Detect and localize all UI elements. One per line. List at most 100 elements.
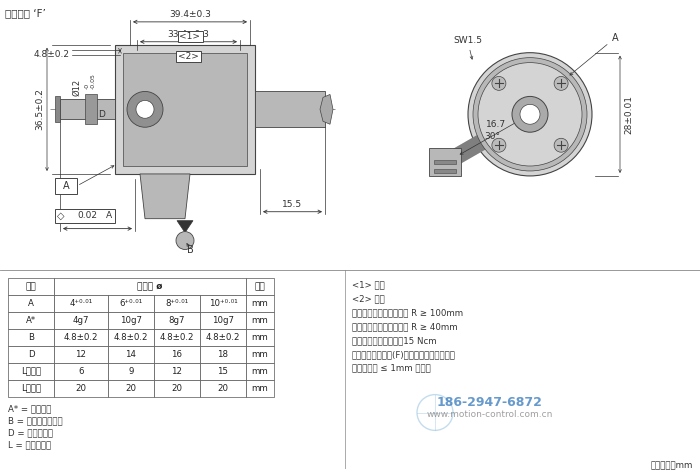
Text: 16: 16 <box>172 350 183 359</box>
Bar <box>200 329 246 346</box>
Text: B = 外壳和轴的间距: B = 外壳和轴的间距 <box>8 416 62 425</box>
Circle shape <box>512 96 548 132</box>
Text: 4.8±0.2: 4.8±0.2 <box>34 50 70 59</box>
Text: 6: 6 <box>78 367 84 376</box>
Text: 尺寸: 尺寸 <box>26 282 36 291</box>
Text: 8g7: 8g7 <box>169 316 186 325</box>
Bar <box>246 312 274 329</box>
Text: mm: mm <box>251 384 268 393</box>
Text: A*: A* <box>26 316 36 325</box>
Text: 6⁺⁰·⁰¹: 6⁺⁰·⁰¹ <box>120 299 143 308</box>
Text: B: B <box>28 333 34 342</box>
Text: 36.5±0.2: 36.5±0.2 <box>35 88 44 130</box>
Text: 14: 14 <box>125 350 136 359</box>
Text: L最小值: L最小值 <box>21 367 41 376</box>
Bar <box>246 278 274 295</box>
Text: L最大值: L最大值 <box>21 384 41 393</box>
Bar <box>8 363 54 379</box>
Text: 4.8±0.2: 4.8±0.2 <box>206 333 240 342</box>
Text: Ø12: Ø12 <box>73 79 81 96</box>
Text: A: A <box>28 299 34 308</box>
Text: 33.4±0.3: 33.4±0.3 <box>167 30 209 39</box>
Bar <box>154 329 200 346</box>
Text: 12: 12 <box>76 350 87 359</box>
Bar <box>8 379 54 396</box>
Bar <box>246 346 274 363</box>
Circle shape <box>554 76 568 90</box>
Bar <box>200 363 246 379</box>
Bar <box>55 178 77 194</box>
Text: 尺寸单位：mm: 尺寸单位：mm <box>650 461 693 470</box>
Text: 10g7: 10g7 <box>212 316 234 325</box>
Bar <box>8 312 54 329</box>
Bar <box>154 363 200 379</box>
Bar <box>434 169 456 173</box>
Bar <box>54 329 108 346</box>
Text: 定位螺钉的夹紧力矩：15 Ncm: 定位螺钉的夹紧力矩：15 Ncm <box>352 336 437 345</box>
Text: 15.5: 15.5 <box>282 200 302 209</box>
Text: www.motion-control.com.cn: www.motion-control.com.cn <box>427 410 553 419</box>
Circle shape <box>136 101 154 118</box>
Bar <box>154 312 200 329</box>
Text: 使用轴套弹簧帪片(F)的定位安装在有机械侧: 使用轴套弹簧帪片(F)的定位安装在有机械侧 <box>352 350 456 359</box>
Text: 39.4±0.3: 39.4±0.3 <box>169 10 211 19</box>
Bar <box>434 160 456 164</box>
Text: 12: 12 <box>172 367 183 376</box>
Text: 单位: 单位 <box>255 282 265 291</box>
Bar <box>154 295 200 312</box>
Bar <box>246 363 274 379</box>
Text: 4.8±0.2: 4.8±0.2 <box>64 333 98 342</box>
Text: 28±0.01: 28±0.01 <box>624 95 633 134</box>
Bar <box>60 100 115 119</box>
Text: A: A <box>63 181 69 191</box>
Text: ◇: ◇ <box>57 211 64 221</box>
Text: 186-2947-6872: 186-2947-6872 <box>437 396 543 409</box>
Text: 9: 9 <box>128 367 134 376</box>
Text: 30°: 30° <box>484 132 500 141</box>
Text: mm: mm <box>251 299 268 308</box>
Bar <box>108 329 154 346</box>
Circle shape <box>520 104 540 124</box>
Text: D: D <box>28 350 34 359</box>
Bar <box>8 346 54 363</box>
Bar <box>246 379 274 396</box>
Text: D = 夹紧环直径: D = 夹紧环直径 <box>8 429 53 438</box>
Circle shape <box>127 92 163 127</box>
Bar <box>108 295 154 312</box>
Bar <box>8 329 54 346</box>
FancyBboxPatch shape <box>429 148 461 176</box>
Text: A: A <box>106 211 112 220</box>
Polygon shape <box>320 94 333 124</box>
Text: B: B <box>187 245 193 255</box>
Text: 使用圆柱销 ≤ 1mm 与定位: 使用圆柱销 ≤ 1mm 与定位 <box>352 364 430 373</box>
FancyBboxPatch shape <box>55 209 115 223</box>
Bar <box>108 312 154 329</box>
Text: 4.8±0.2: 4.8±0.2 <box>113 333 148 342</box>
Text: 弹性安装，电缆弯曲半径 R ≥ 100mm: 弹性安装，电缆弯曲半径 R ≥ 100mm <box>352 308 463 317</box>
Bar <box>115 45 255 174</box>
Bar <box>8 295 54 312</box>
Text: 10⁺⁰·⁰¹: 10⁺⁰·⁰¹ <box>209 299 237 308</box>
Text: 18: 18 <box>218 350 228 359</box>
Bar <box>123 53 247 166</box>
Text: mm: mm <box>251 367 268 376</box>
Text: 20: 20 <box>125 384 136 393</box>
Text: 0.02: 0.02 <box>77 211 97 220</box>
FancyBboxPatch shape <box>178 31 202 42</box>
Bar <box>55 96 60 122</box>
Bar <box>200 295 246 312</box>
Text: 转矩支撑 ‘F’: 转矩支撑 ‘F’ <box>5 8 46 18</box>
Circle shape <box>473 58 587 171</box>
Text: D: D <box>98 110 105 119</box>
Text: L = 连接轴长度: L = 连接轴长度 <box>8 440 51 449</box>
Text: 4.8±0.2: 4.8±0.2 <box>160 333 195 342</box>
Bar <box>54 363 108 379</box>
Polygon shape <box>177 221 193 233</box>
Text: 20: 20 <box>172 384 183 393</box>
Polygon shape <box>140 174 190 219</box>
Text: 10g7: 10g7 <box>120 316 142 325</box>
Bar <box>108 363 154 379</box>
Text: A* = 连接轴径: A* = 连接轴径 <box>8 405 51 413</box>
Text: 16.7: 16.7 <box>486 120 506 129</box>
Circle shape <box>176 232 194 250</box>
